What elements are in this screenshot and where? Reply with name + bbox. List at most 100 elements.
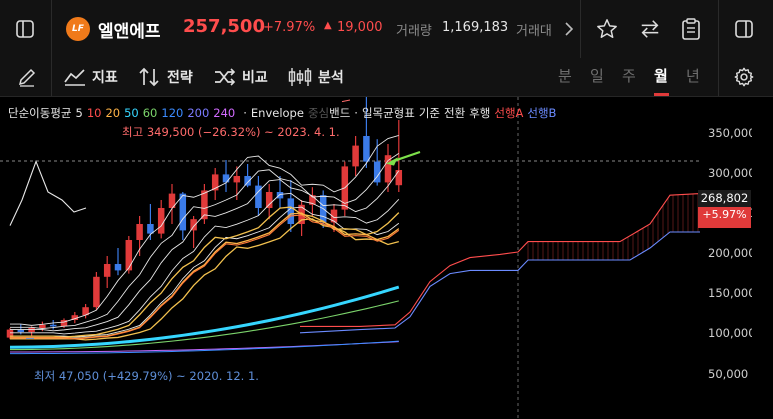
candle-body bbox=[276, 192, 284, 199]
candle-body bbox=[265, 192, 273, 208]
stock-logo: LF bbox=[66, 17, 90, 41]
candle-body bbox=[179, 193, 187, 231]
indicator-label: 지표 bbox=[92, 70, 118, 86]
candle-body bbox=[222, 174, 230, 183]
candle-body bbox=[352, 145, 359, 167]
ma-legend-value: 10 bbox=[86, 106, 102, 120]
stock-name[interactable]: 엘앤에프 bbox=[98, 22, 161, 42]
turnover-label: 거래대 bbox=[516, 24, 552, 39]
volume-label: 거래량 bbox=[396, 24, 432, 39]
candle-body bbox=[71, 315, 79, 320]
ma-legend-value: 240 bbox=[213, 106, 236, 120]
y-axis-tick: 200,000 bbox=[708, 246, 756, 260]
compare-button[interactable]: 비교 bbox=[214, 58, 268, 96]
analysis-button[interactable]: 분석 bbox=[288, 58, 344, 96]
chart-scroll-area[interactable] bbox=[752, 97, 773, 419]
indicator-button[interactable]: 지표 bbox=[64, 58, 118, 96]
chart-toolbar bbox=[0, 58, 773, 97]
ma-50-line bbox=[9, 285, 400, 349]
low-price-note: 최저 47,050 (+429.79%) ~ 2020. 12. 1. bbox=[34, 369, 259, 383]
strategy-icon bbox=[139, 67, 159, 87]
high-marker-arrow bbox=[341, 99, 351, 103]
candle-body bbox=[39, 324, 46, 328]
strategy-button[interactable]: 전략 bbox=[139, 58, 193, 96]
candle-body bbox=[309, 195, 316, 205]
candle-body bbox=[157, 208, 165, 234]
annotation-arrowhead bbox=[386, 157, 398, 166]
ma-legend-value: 50 bbox=[124, 106, 139, 120]
change-amount: 19,000 bbox=[337, 20, 383, 35]
analysis-label: 분석 bbox=[318, 70, 344, 86]
span-a-legend-label: 선행A bbox=[494, 106, 524, 120]
indicator-icon bbox=[64, 69, 85, 86]
legend-separator: · bbox=[243, 106, 247, 120]
period-tab-1[interactable]: 일 bbox=[590, 66, 604, 85]
compare-label: 비교 bbox=[242, 70, 268, 86]
price-chart-canvas[interactable] bbox=[0, 97, 752, 419]
moving-average-line bbox=[10, 206, 400, 338]
candle-body bbox=[93, 276, 100, 308]
moving-average-line bbox=[10, 134, 399, 326]
high-price-note: 최고 349,500 (−26.32%) ~ 2023. 4. 1. bbox=[122, 125, 340, 139]
ma-legend-value: 20 bbox=[105, 106, 121, 120]
candle-body bbox=[17, 329, 25, 332]
candle-body bbox=[125, 240, 133, 271]
candle-body bbox=[373, 161, 381, 183]
candle-body bbox=[168, 193, 176, 208]
ma-legend-label: 단순이동평균 bbox=[8, 106, 72, 120]
y-axis-tick: 350,000 bbox=[708, 126, 756, 140]
moving-average-line bbox=[10, 206, 400, 338]
y-axis-tick: 100,000 bbox=[708, 326, 756, 340]
period-tab-3[interactable]: 월 bbox=[654, 66, 668, 85]
candle-body bbox=[60, 320, 68, 327]
candle-body bbox=[287, 198, 295, 224]
candle-body bbox=[233, 176, 241, 183]
candle-body bbox=[211, 174, 219, 191]
current-price-value: 268,802 bbox=[698, 190, 751, 207]
chevron-right-icon[interactable] bbox=[562, 18, 576, 40]
candle-body bbox=[103, 264, 111, 277]
candle-body bbox=[244, 176, 251, 186]
strategy-label: 전략 bbox=[167, 70, 193, 86]
candle-body bbox=[49, 324, 57, 327]
ma-60-line bbox=[9, 300, 399, 351]
moving-average-line bbox=[10, 170, 400, 332]
hidden-legend-label: 중심 bbox=[307, 106, 330, 120]
period-tab-2[interactable]: 주 bbox=[622, 66, 636, 85]
span-b-line bbox=[299, 231, 700, 334]
span-b-legend-label: 선행B bbox=[527, 106, 557, 120]
clipboard-icon[interactable] bbox=[676, 14, 706, 44]
candle-body bbox=[147, 224, 154, 234]
moving-average-line bbox=[10, 153, 400, 329]
span-a-line bbox=[300, 193, 701, 327]
ma-legend-value: 60 bbox=[142, 106, 158, 120]
candle-body bbox=[201, 190, 208, 220]
candlestick-icon bbox=[288, 68, 312, 86]
stock-logo-text: LF bbox=[72, 24, 84, 34]
legend-separator: · bbox=[354, 106, 358, 120]
period-tab-0[interactable]: 분 bbox=[558, 66, 572, 85]
y-axis-tick: 150,000 bbox=[708, 286, 756, 300]
ma-legend-value: 5 bbox=[75, 106, 83, 120]
sidebar-toggle-icon[interactable] bbox=[10, 14, 40, 44]
ma-legend-value: 200 bbox=[187, 106, 210, 120]
period-tab-4[interactable]: 년 bbox=[686, 66, 700, 85]
candle-body bbox=[136, 224, 143, 240]
panel-toggle-icon[interactable] bbox=[729, 14, 759, 44]
shuffle-icon bbox=[215, 68, 236, 86]
candle-body bbox=[190, 219, 197, 231]
candle-body bbox=[114, 264, 122, 271]
candle-body bbox=[255, 185, 262, 208]
active-period-underline bbox=[654, 93, 669, 96]
ichimoku-legend-label: 일목균형표 bbox=[361, 106, 415, 120]
change-percent: +7.97% bbox=[263, 20, 316, 35]
conversion-legend-label: 전환 bbox=[444, 106, 466, 120]
up-triangle-icon: ▲ bbox=[324, 20, 332, 31]
gear-icon[interactable] bbox=[729, 62, 759, 92]
y-axis-tick: 300,000 bbox=[708, 166, 756, 180]
candle-body bbox=[82, 307, 89, 316]
swap-icon[interactable] bbox=[635, 14, 665, 44]
moving-average-line bbox=[10, 192, 400, 335]
star-icon[interactable] bbox=[592, 14, 622, 44]
pen-icon[interactable] bbox=[12, 62, 42, 92]
